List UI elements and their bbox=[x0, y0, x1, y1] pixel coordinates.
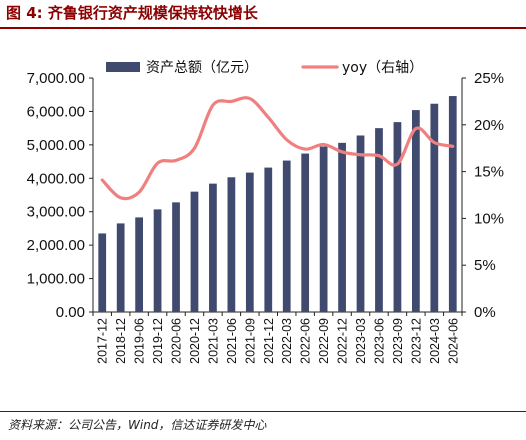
x-tick-label: 2018-12 bbox=[114, 318, 128, 364]
legend-label-bar: 资产总额（亿元） bbox=[146, 60, 258, 76]
figure-title: 图 4: 齐鲁银行资产规模保持较快增长 bbox=[6, 2, 258, 23]
bar bbox=[98, 233, 107, 312]
x-tick-label: 2022-12 bbox=[336, 318, 350, 364]
y-right-tick-label: 5% bbox=[474, 257, 496, 274]
title-rule bbox=[0, 27, 526, 29]
source-note: 资料来源：公司公告，Wind，信达证券研发中心 bbox=[8, 418, 267, 432]
yoy-line bbox=[100, 96, 455, 201]
x-tick-label: 2021-12 bbox=[262, 318, 276, 364]
bar bbox=[356, 135, 365, 312]
y-right-tick-label: 15% bbox=[474, 164, 504, 181]
source-rule bbox=[0, 411, 526, 412]
x-tick-label: 2023-06 bbox=[372, 318, 386, 364]
bar bbox=[319, 146, 328, 312]
y-left-tick-label: 6,000.00 bbox=[27, 103, 85, 120]
x-tick-label: 2023-03 bbox=[354, 318, 368, 364]
x-tick-label: 2023-09 bbox=[391, 318, 405, 364]
bar bbox=[153, 209, 162, 312]
bar bbox=[338, 142, 346, 312]
bar bbox=[393, 122, 402, 312]
plot-area: 0.00 1,000.00 2,000.00 3,000.00 4,000.00 5,00… bbox=[27, 60, 504, 364]
x-tick-label: 2020-06 bbox=[170, 318, 184, 364]
y-left-tick-label: 3,000.00 bbox=[27, 204, 85, 221]
x-tick-label: 2023-12 bbox=[409, 318, 423, 364]
chart-svg: 0.00 1,000.00 2,000.00 3,000.00 4,000.00 5,00… bbox=[27, 60, 504, 364]
x-tick-label: 2022-03 bbox=[280, 318, 294, 364]
x-tick-label: 2021-09 bbox=[243, 318, 257, 364]
y-right-tick-label: 20% bbox=[474, 117, 504, 134]
bar bbox=[116, 223, 125, 312]
bar bbox=[245, 172, 254, 312]
x-tick-label: 2019-12 bbox=[151, 318, 165, 364]
x-tick-label: 2021-03 bbox=[206, 318, 220, 364]
y-left-tick-label: 2,000.00 bbox=[27, 237, 85, 254]
bar bbox=[227, 177, 236, 312]
y-right-tick-label: 10% bbox=[474, 210, 504, 227]
y-right-tick-label: 0% bbox=[474, 304, 496, 321]
bar bbox=[430, 103, 439, 313]
x-tick-label: 2021-06 bbox=[225, 318, 239, 364]
x-tick-label: 2024-06 bbox=[446, 318, 460, 364]
figure-title-text: 齐鲁银行资产规模保持较快增长 bbox=[47, 4, 258, 22]
legend-label-line: yoy（右轴） bbox=[342, 60, 423, 76]
bar bbox=[301, 153, 310, 312]
y-right-tick-label: 25% bbox=[474, 70, 504, 87]
y-left-tick-label: 5,000.00 bbox=[27, 137, 85, 154]
bar bbox=[209, 183, 217, 312]
x-tick-label: 2020-12 bbox=[188, 318, 202, 364]
bar bbox=[282, 160, 291, 312]
y-left-tick-label: 0.00 bbox=[56, 304, 85, 321]
x-tick-label: 2022-06 bbox=[299, 318, 313, 364]
bar bbox=[135, 217, 143, 312]
x-tick-label: 2024-03 bbox=[428, 318, 442, 364]
x-tick-label: 2022-09 bbox=[317, 318, 331, 364]
bar bbox=[264, 167, 273, 312]
bar bbox=[172, 202, 180, 312]
y-left-tick-label: 4,000.00 bbox=[27, 170, 85, 187]
bar bbox=[448, 96, 457, 313]
y-left-tick-label: 1,000.00 bbox=[27, 271, 85, 288]
bar bbox=[190, 191, 199, 312]
figure-label: 图 4: bbox=[6, 4, 43, 22]
y-left-tick-label: 7,000.00 bbox=[27, 70, 85, 87]
x-tick-label: 2019-06 bbox=[133, 318, 147, 364]
bar bbox=[375, 128, 383, 312]
bar bbox=[412, 110, 420, 312]
legend-swatch-bar bbox=[106, 62, 140, 72]
x-tick-label: 2017-12 bbox=[96, 318, 110, 364]
